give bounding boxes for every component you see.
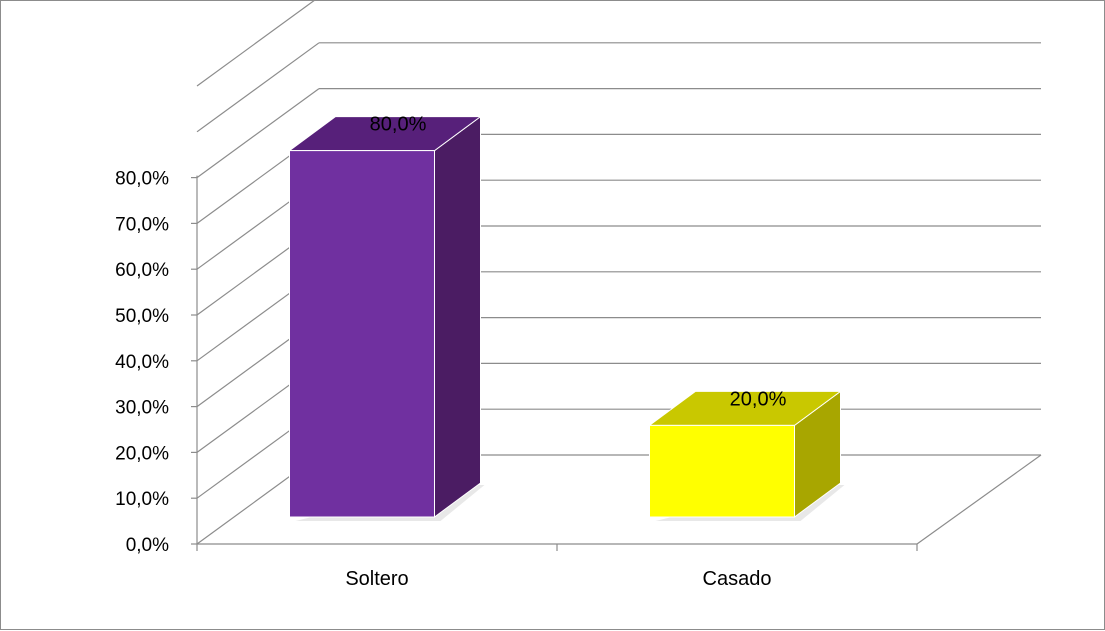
data-labels: 80,0% 20,0% (370, 114, 787, 411)
floor-right-edge (916, 454, 1042, 545)
y-axis-tick-labels: 0,0% 10,0% 20,0% 30,0% 40,0% 50,0% 60,0% 70,0% 8… (115, 169, 169, 556)
y-tick-label: 40,0% (115, 352, 169, 373)
y-tick-label: 70,0% (115, 214, 169, 235)
y-tick-label: 50,0% (115, 306, 169, 327)
y-tick-label: 10,0% (115, 489, 169, 510)
bar-casado (649, 424, 795, 518)
gridline-diagonal (196, 1, 315, 87)
y-tick-label: 30,0% (115, 398, 169, 419)
category-label: Soltero (345, 568, 408, 590)
data-label: 80,0% (370, 114, 427, 136)
y-tick-label: 80,0% (115, 169, 169, 190)
axes (191, 175, 1042, 551)
bar-soltero (289, 150, 435, 518)
y-tick-label: 20,0% (115, 443, 169, 464)
data-label: 20,0% (730, 388, 787, 410)
y-tick-label: 60,0% (115, 260, 169, 281)
bar-side (434, 115, 481, 518)
bars (287, 115, 845, 521)
category-label: Casado (703, 568, 772, 590)
gridline-diagonal (196, 42, 320, 133)
category-labels: Soltero Casado (345, 568, 771, 590)
y-tick-label: 0,0% (126, 535, 169, 556)
gridline-diagonal (196, 88, 320, 179)
